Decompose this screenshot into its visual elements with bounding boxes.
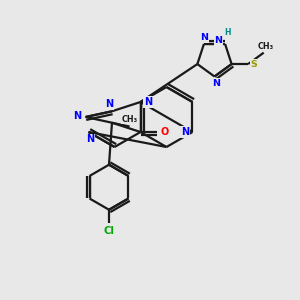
Text: H: H [224, 28, 231, 37]
Text: N: N [181, 127, 189, 137]
Text: O: O [160, 127, 169, 137]
Text: CH₃: CH₃ [122, 115, 138, 124]
Text: Cl: Cl [103, 226, 114, 236]
Text: N: N [144, 97, 152, 107]
Text: N: N [214, 36, 223, 45]
Text: N: N [106, 99, 114, 109]
Text: N: N [212, 79, 220, 88]
Text: N: N [200, 33, 208, 42]
Text: S: S [251, 60, 257, 69]
Text: CH₃: CH₃ [258, 42, 274, 51]
Text: N: N [86, 134, 94, 145]
Text: N: N [73, 111, 81, 122]
